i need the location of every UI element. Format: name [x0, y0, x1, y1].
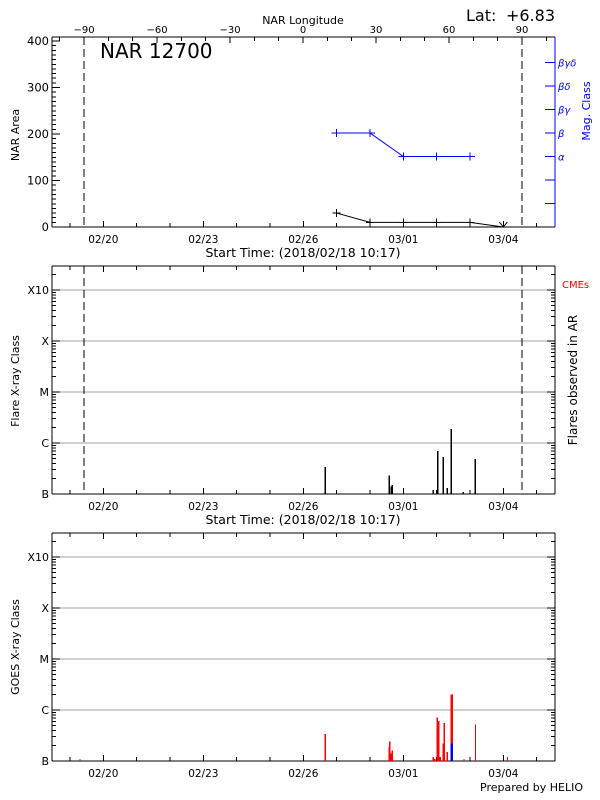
flare-event-bar [391, 485, 394, 494]
date-tick-label: 03/04 [488, 234, 519, 246]
date-tick-label: 02/26 [288, 501, 319, 513]
flare-event-bar [324, 733, 327, 761]
panel2-plot-area: 02/20 02/23 02/26 03/01 03/04 B C M X X10 [27, 265, 556, 513]
class-tick-label: B [41, 755, 49, 768]
flare-event-bar [389, 741, 391, 761]
longitude-tick-label: 0 [300, 25, 306, 36]
date-tick-label: 02/26 [288, 768, 319, 780]
mag-class-tick-label: βγδ [557, 59, 576, 70]
mag-class-tick-label: α [558, 153, 565, 164]
date-tick-label: 03/01 [388, 234, 418, 246]
date-tick-label: 03/04 [488, 501, 519, 513]
class-tick-label: M [40, 653, 50, 666]
panel1-start-time-label: Start Time: (2018/02/18 10:17) [205, 245, 400, 260]
flare-event-bar [442, 743, 445, 761]
flare-event-bar [391, 750, 393, 761]
date-tick-label: 02/26 [288, 234, 319, 246]
longitude-tick-label: −60 [146, 25, 167, 36]
flare-event-bar [442, 457, 445, 494]
flare-event-bar [474, 724, 477, 761]
class-tick-label: C [41, 437, 49, 450]
flare-event-bar [432, 756, 435, 761]
area-tick-label: 400 [27, 34, 49, 48]
date-tick-label: 03/01 [388, 768, 418, 780]
area-tick-label: 100 [27, 174, 49, 188]
goes-class-axis-title: GOES X-ray Class [9, 599, 22, 695]
highlight-event-bar [450, 743, 453, 761]
longitude-axis-title: NAR Longitude [262, 14, 344, 27]
flare-event-bar [462, 491, 464, 494]
mag-class-tick-label: βγ [557, 106, 571, 117]
mag-class-axis-title: Mag. Class [580, 81, 593, 140]
flare-event-bar [446, 488, 449, 494]
highlight-event-bar [451, 743, 454, 761]
date-tick-label: 02/23 [188, 234, 218, 246]
class-tick-label: X [41, 602, 49, 615]
longitude-tick-label: 30 [370, 25, 383, 36]
flare-event-bar [446, 752, 449, 761]
date-tick-label: 02/20 [88, 234, 118, 246]
flare-event-bar [79, 758, 81, 761]
class-tick-label: C [41, 704, 49, 717]
flare-event-bar [390, 753, 392, 761]
panel-goes-class: GOES X-ray Class Prepared by HELIO 02/20… [9, 532, 583, 794]
date-tick-label: 03/01 [388, 501, 418, 513]
date-tick-label: 02/23 [188, 501, 218, 513]
panel-flare-class: Flare X-ray Class Flares observed in AR … [9, 265, 589, 527]
date-tick-label: 02/20 [88, 768, 118, 780]
flare-event-bar [390, 486, 392, 494]
area-tick-label: 200 [27, 127, 49, 141]
latitude-label: Lat: [466, 6, 496, 25]
flare-event-bar [474, 458, 477, 494]
nar-area-axis-title: NAR Area [9, 109, 22, 161]
mag-class-tick-label: βδ [557, 82, 571, 93]
class-tick-label: X [41, 335, 49, 348]
date-tick-label: 03/04 [488, 768, 519, 780]
flare-event-bar [450, 694, 453, 761]
flare-event-bar [506, 756, 509, 761]
flare-event-bar [443, 723, 445, 761]
flare-event-bar [436, 717, 439, 761]
flare-event-bar [438, 720, 440, 761]
class-tick-label: X10 [27, 284, 49, 297]
flare-event-bar [433, 758, 436, 761]
latitude-value: +6.83 [506, 6, 555, 25]
longitude-tick-label: −90 [73, 25, 94, 36]
class-tick-label: M [40, 386, 50, 399]
flare-event-bar [324, 466, 327, 494]
date-tick-label: 02/20 [88, 501, 118, 513]
cme-legend-label: CMEs [562, 280, 589, 291]
flare-event-bar [388, 475, 391, 494]
flare-event-bar [432, 489, 435, 494]
flare-event-bar [437, 451, 439, 494]
flare-event-bar [450, 428, 453, 494]
panel2-start-time-label: Start Time: (2018/02/18 10:17) [205, 512, 400, 527]
longitude-tick-label: 90 [516, 25, 529, 36]
flares-observed-axis-title: Flares observed in AR [566, 315, 580, 445]
area-tick-label: 0 [42, 220, 49, 234]
panel1-plot-area: 02/20 02/23 02/26 03/01 03/04 −90 −60 −30 0 30 60 9… [27, 25, 576, 246]
nar-area-line [336, 212, 504, 228]
flare-event-bar [463, 758, 465, 761]
longitude-tick-label: −30 [219, 25, 240, 36]
date-tick-label: 02/23 [188, 768, 218, 780]
panel-nar-area: Lat: +6.83 NAR Longitude NAR 12700 NAR A… [9, 6, 593, 260]
class-tick-label: X10 [27, 551, 49, 564]
panel3-plot-area: 02/20 02/23 02/26 03/01 03/04 B C M X X10 [27, 532, 556, 780]
flare-event-bar [451, 694, 454, 761]
region-title: NAR 12700 [100, 39, 213, 63]
class-tick-label: B [41, 488, 49, 501]
area-tick-label: 300 [27, 81, 49, 95]
mag-class-tick-label: β [557, 129, 565, 140]
footer-credit: Prepared by HELIO [480, 781, 583, 794]
flare-event-bar [439, 756, 441, 761]
longitude-tick-label: 60 [443, 25, 456, 36]
flare-class-axis-title: Flare X-ray Class [9, 335, 22, 427]
